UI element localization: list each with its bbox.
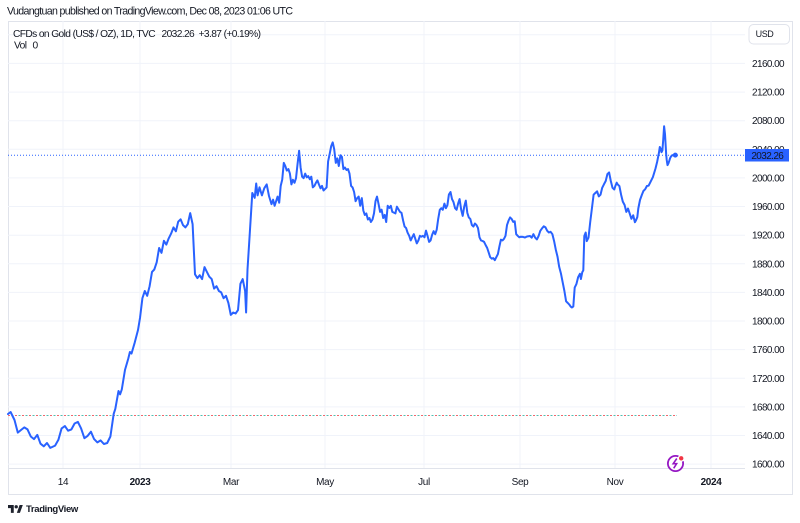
svg-text:14: 14	[58, 477, 69, 488]
svg-text:2032.26: 2032.26	[751, 151, 784, 162]
svg-text:1920.00: 1920.00	[752, 231, 785, 242]
svg-text:1960.00: 1960.00	[752, 202, 785, 213]
svg-text:Nov: Nov	[607, 477, 624, 488]
svg-text:0: 0	[33, 41, 39, 52]
svg-text:CFDs on Gold (US$ / OZ), 1D, T: CFDs on Gold (US$ / OZ), 1D, TVC	[13, 29, 155, 40]
svg-text:1600.00: 1600.00	[752, 460, 785, 471]
svg-text:1760.00: 1760.00	[752, 345, 785, 356]
svg-text:Jul: Jul	[418, 477, 430, 488]
svg-text:1680.00: 1680.00	[752, 402, 785, 413]
svg-text:2032.26 +3.87 (+0.19%): 2032.26 +3.87 (+0.19%)	[162, 29, 261, 40]
svg-text:1640.00: 1640.00	[752, 431, 785, 442]
svg-text:Vudangtuan published on Tradin: Vudangtuan published on TradingView.com,…	[7, 5, 293, 17]
svg-text:2160.00: 2160.00	[752, 59, 785, 70]
svg-text:TradingView: TradingView	[26, 504, 79, 515]
svg-text:2080.00: 2080.00	[752, 116, 785, 127]
svg-text:1800.00: 1800.00	[752, 317, 785, 328]
svg-text:Sep: Sep	[512, 477, 530, 488]
svg-text:2023: 2023	[130, 477, 152, 488]
svg-text:1720.00: 1720.00	[752, 374, 785, 385]
svg-text:USD: USD	[756, 29, 775, 39]
svg-text:1840.00: 1840.00	[752, 288, 785, 299]
svg-text:1880.00: 1880.00	[752, 259, 785, 270]
svg-text:May: May	[316, 477, 334, 488]
svg-text:2024: 2024	[701, 477, 723, 488]
svg-text:Vol: Vol	[14, 41, 27, 52]
svg-text:2000.00: 2000.00	[752, 173, 785, 184]
svg-text:Mar: Mar	[223, 477, 240, 488]
svg-text:2120.00: 2120.00	[752, 88, 785, 99]
